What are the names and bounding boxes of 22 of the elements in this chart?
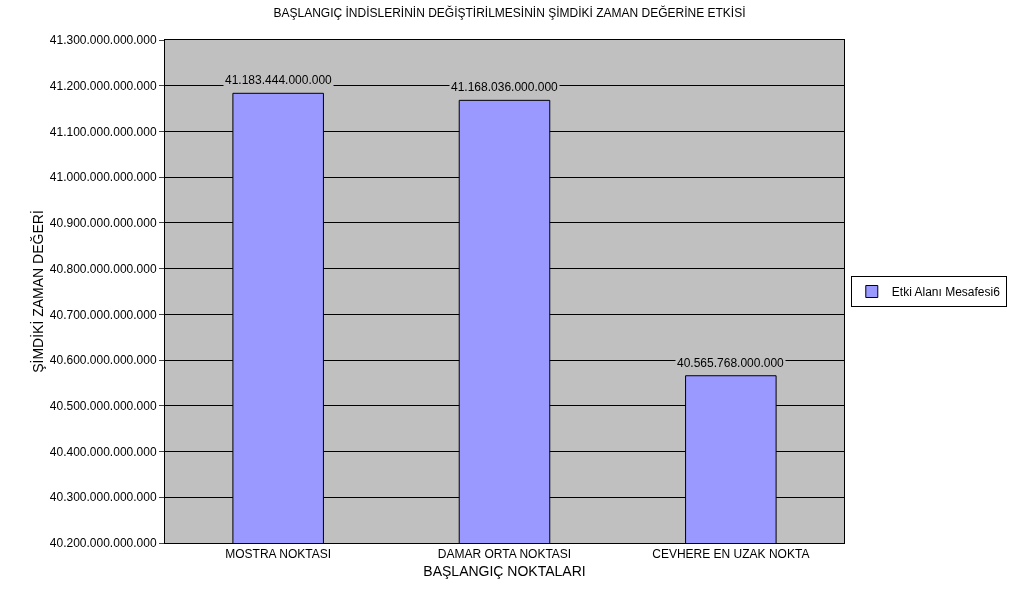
- y-tick-label: 40.400.000.000.000: [49, 444, 157, 459]
- y-tick-label: 40.900.000.000.000: [49, 216, 157, 231]
- x-tick-label: DAMAR ORTA NOKTASI: [437, 547, 572, 562]
- y-tick-label: 40.500.000.000.000: [49, 399, 157, 414]
- y-tick-label: 40.300.000.000.000: [49, 490, 157, 505]
- y-tick-label: 41.000.000.000.000: [49, 170, 157, 185]
- y-tick-label: 40.200.000.000.000: [49, 536, 157, 551]
- data-label: 41.183.444.000.000: [225, 73, 333, 87]
- y-tick-label: 40.700.000.000.000: [49, 307, 157, 322]
- y-tick-label: 40.600.000.000.000: [49, 353, 157, 368]
- chart-title: BAŞLANGIÇ İNDİSLERİNİN DEĞİŞTİRİLMESİNİN ŞİMDİKİ ZAMAN DEĞERİNE ETKİSİ: [273, 5, 746, 21]
- y-tick-label: 41.100.000.000.000: [49, 124, 157, 139]
- data-label: 41.168.036.000.000: [451, 80, 559, 94]
- legend-label: Etki Alanı Mesafesi6: [891, 285, 1001, 300]
- y-tick-label: 40.800.000.000.000: [49, 261, 157, 276]
- x-axis-title: BAŞLANGIÇ NOKTALARI: [423, 562, 586, 579]
- y-axis-title: ŞİMDİKİ ZAMAN DEĞERİ: [29, 210, 47, 373]
- data-label: 40.565.768.000.000: [677, 356, 785, 370]
- x-tick-label: MOSTRA NOKTASI: [225, 547, 332, 562]
- x-tick-label: CEVHERE EN UZAK NOKTA: [652, 547, 810, 562]
- y-tick-label: 41.200.000.000.000: [49, 78, 157, 93]
- y-tick-label: 41.300.000.000.000: [49, 33, 157, 48]
